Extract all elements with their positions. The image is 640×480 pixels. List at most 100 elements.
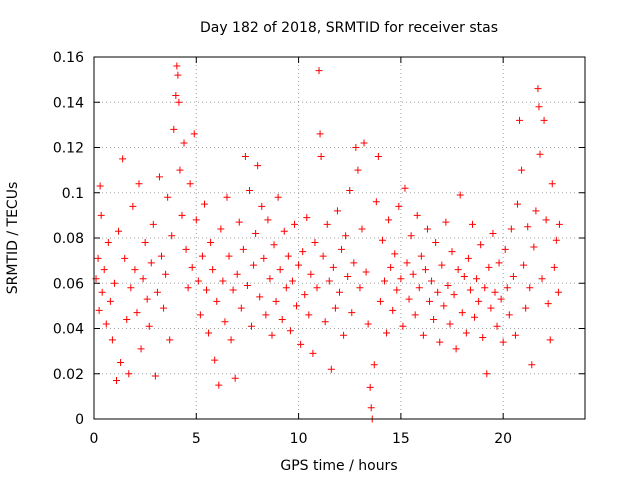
data-point (121, 254, 129, 262)
data-point (205, 329, 213, 337)
data-point (383, 329, 391, 337)
data-point (468, 220, 476, 228)
data-point (534, 85, 542, 93)
data-point (389, 306, 397, 314)
axis-ticks (93, 56, 585, 420)
data-point (117, 358, 125, 366)
data-point (460, 272, 468, 280)
data-point (227, 336, 235, 344)
data-point (536, 150, 544, 158)
data-point (209, 266, 217, 274)
data-point (430, 315, 438, 323)
data-point (367, 404, 375, 412)
y-tick-label: 0.02 (53, 367, 84, 383)
data-point (552, 236, 560, 244)
plot-frame (93, 56, 586, 420)
data-point (280, 227, 288, 235)
data-point (495, 259, 503, 267)
data-point (301, 291, 309, 299)
data-point (299, 248, 307, 256)
x-tick-label: 15 (392, 431, 410, 447)
data-point (532, 207, 540, 215)
data-point (250, 261, 258, 269)
data-point (434, 288, 442, 296)
data-point (333, 207, 341, 215)
data-point (370, 361, 378, 369)
data-point (282, 284, 290, 292)
data-point (176, 166, 184, 174)
data-point (108, 336, 116, 344)
data-point (186, 180, 194, 188)
data-point (362, 268, 370, 276)
y-tick-label: 0.08 (53, 231, 84, 247)
data-point (415, 284, 423, 292)
data-point (274, 193, 282, 201)
data-point (346, 186, 354, 194)
data-point (409, 270, 417, 278)
data-point (256, 293, 264, 301)
y-tick-label: 0.04 (53, 322, 84, 338)
data-point (452, 345, 460, 353)
data-point (147, 259, 155, 267)
y-axis-title: SRMTID / TECUs (5, 182, 21, 295)
data-point (174, 71, 182, 79)
data-point (554, 288, 562, 296)
data-point (170, 125, 178, 133)
data-point (178, 211, 186, 219)
data-point (550, 263, 558, 271)
data-point (135, 180, 143, 188)
data-point (354, 166, 362, 174)
data-point (95, 306, 103, 314)
data-point (426, 297, 434, 305)
data-point (252, 229, 260, 237)
data-point (172, 91, 180, 99)
data-point (311, 239, 319, 247)
data-point (444, 282, 452, 290)
data-point (546, 336, 554, 344)
data-point (188, 263, 196, 271)
data-point (284, 252, 292, 260)
data-point (245, 186, 253, 194)
data-point (307, 270, 315, 278)
data-point (399, 322, 407, 330)
data-point (487, 304, 495, 312)
data-point (358, 225, 366, 233)
data-point (499, 338, 507, 346)
x-axis-title: GPS time / hours (280, 458, 397, 474)
data-point (518, 166, 526, 174)
data-point (350, 259, 358, 267)
data-point (297, 340, 305, 348)
data-point (190, 130, 198, 138)
data-point (438, 261, 446, 269)
data-point (526, 284, 534, 292)
data-point (342, 232, 350, 240)
data-point (344, 272, 352, 280)
data-point (295, 261, 303, 269)
data-point (327, 365, 335, 373)
data-point (272, 297, 280, 305)
x-tick-label: 0 (90, 431, 99, 447)
data-point (511, 331, 519, 339)
data-point (505, 311, 513, 319)
data-point (155, 173, 163, 181)
data-point (207, 239, 215, 247)
data-point (182, 245, 190, 253)
data-point (524, 223, 532, 231)
data-point (507, 225, 515, 233)
data-point (530, 243, 538, 251)
data-point (180, 139, 188, 147)
data-point (153, 288, 161, 296)
data-point (391, 250, 399, 258)
data-point (413, 211, 421, 219)
data-point (278, 315, 286, 323)
data-point (331, 304, 339, 312)
data-point (421, 266, 429, 274)
data-point (129, 202, 137, 210)
y-tick-label: 0.1 (62, 186, 84, 202)
data-point (98, 288, 106, 296)
data-point (225, 252, 233, 260)
data-point (160, 304, 168, 312)
data-point (316, 130, 324, 138)
data-point (262, 311, 270, 319)
